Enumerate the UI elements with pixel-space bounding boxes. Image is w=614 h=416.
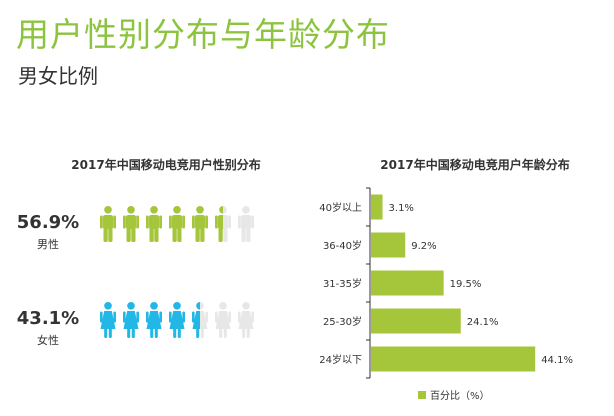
page-title: 用户性别分布与年龄分布 [16, 15, 390, 54]
age-bar [371, 232, 406, 258]
age-bar [371, 346, 536, 372]
age-bar [371, 308, 461, 334]
age-bar-value-label: 44.1% [541, 355, 573, 366]
age-category-label: 31-35岁 [323, 277, 362, 290]
male-person-icon [123, 206, 139, 242]
age-bar-value-label: 19.5% [450, 279, 482, 290]
age-category-label: 25-30岁 [323, 315, 362, 328]
male-person-icon [169, 206, 185, 242]
male-person-icon [192, 206, 208, 242]
age-category-label: 36-40岁 [323, 239, 362, 252]
female-person-icon [169, 302, 185, 338]
age-bar-value-label: 9.2% [411, 241, 436, 252]
male-person-icon [146, 206, 162, 242]
age-bar [371, 194, 383, 220]
female-person-icon [100, 302, 116, 338]
male-label: 男性 [37, 238, 59, 251]
male-percentage: 56.9% [16, 212, 80, 233]
age-bar-value-label: 24.1% [467, 317, 499, 328]
age-chart-title: 2017年中国移动电竞用户年龄分布 [380, 158, 570, 172]
male-person-icon [238, 206, 254, 242]
male-person-icon [215, 206, 231, 242]
female-person-icon [192, 302, 208, 338]
female-percentage: 43.1% [16, 308, 80, 329]
female-person-icon [215, 302, 231, 338]
legend-swatch [418, 391, 426, 399]
age-category-label: 40岁以上 [319, 201, 362, 214]
female-person-icon [146, 302, 162, 338]
gender-chart-title: 2017年中国移动电竞用户性别分布 [71, 158, 261, 172]
female-person-icon [238, 302, 254, 338]
age-bar-value-label: 3.1% [389, 203, 414, 214]
male-person-icon [100, 206, 116, 242]
page-subtitle: 男女比例 [18, 64, 98, 88]
female-label: 女性 [37, 334, 59, 347]
age-category-label: 24岁以下 [319, 353, 362, 366]
age-bar [371, 270, 444, 296]
female-person-icon [123, 302, 139, 338]
legend-label: 百分比（%） [430, 390, 490, 402]
